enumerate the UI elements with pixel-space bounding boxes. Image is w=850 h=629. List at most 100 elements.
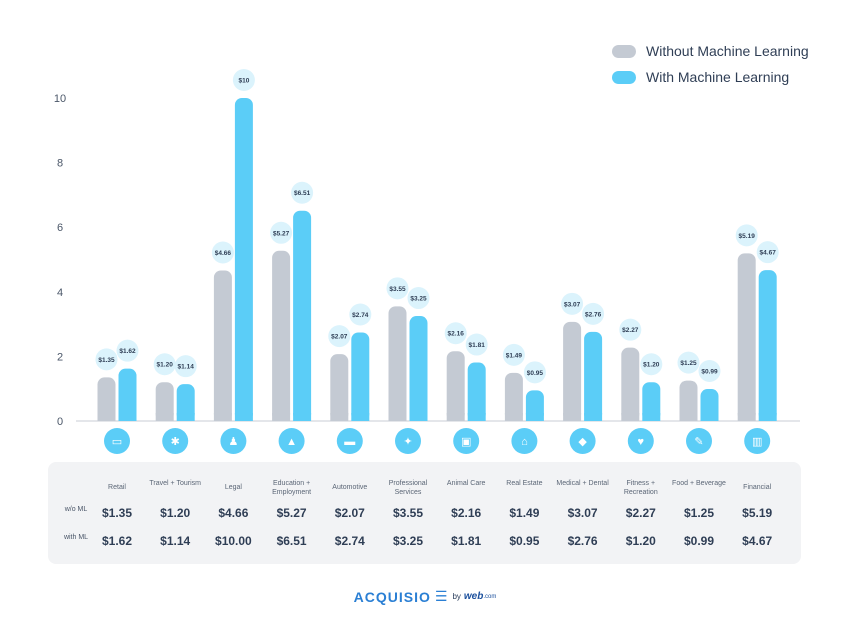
bar-label-with-ml-bubble — [116, 339, 139, 362]
table-category-label: Financial — [743, 484, 772, 491]
bars-group: $1.35 $1.62 $1.20 $1.14 $4.66 $10 $5.27 $6.51 $2… — [95, 69, 779, 421]
partner-domain: .com — [483, 593, 497, 600]
table-value-without-ml: $1.25 — [683, 506, 715, 520]
bar-without-ml — [446, 351, 465, 421]
bar-label-with-ml-bubble — [465, 333, 488, 356]
table-value-without-ml: $5.19 — [742, 506, 773, 520]
legend: Without Machine Learning With Machine Le… — [612, 38, 809, 90]
table-value-without-ml: $2.16 — [451, 506, 482, 520]
utensils-icon-glyph: ✎ — [694, 436, 703, 448]
bar-with-ml-base — [700, 413, 719, 421]
tooth-icon — [569, 428, 596, 454]
bar-label-with-ml: $2.74 — [352, 312, 369, 319]
bar-with-ml-base — [293, 413, 312, 421]
bar-label-without-ml-bubble — [619, 318, 642, 341]
legend-swatch-with — [612, 70, 636, 84]
table-category-label: Fitness + Recreation — [623, 480, 658, 496]
bar-label-without-ml-bubble — [328, 325, 351, 348]
y-tick-label: 6 — [57, 222, 63, 234]
bar-label-with-ml: $1.81 — [469, 342, 486, 349]
heart-icon — [627, 428, 654, 454]
legend-label-without: Without Machine Learning — [646, 43, 809, 59]
table-value-without-ml: $3.55 — [392, 506, 424, 520]
table-value-with-ml: $3.25 — [392, 534, 424, 548]
table-value-with-ml: $2.76 — [567, 534, 598, 548]
table-value-with-ml: $2.74 — [334, 534, 365, 548]
bar-with-ml — [758, 270, 777, 421]
bar-label-without-ml: $2.16 — [448, 331, 465, 338]
bar-with-ml — [118, 368, 137, 421]
bar-with-ml-base — [758, 413, 777, 421]
row-label-without: w/o ML — [64, 506, 88, 513]
wallet-icon — [104, 428, 130, 454]
bar-without-ml — [737, 253, 756, 421]
bar-label-without-ml-bubble — [270, 221, 293, 244]
bar-with-ml-base — [584, 413, 603, 421]
table-value-without-ml: $2.27 — [625, 506, 656, 520]
bar-label-without-ml: $1.35 — [98, 357, 115, 364]
bar-without-ml-base — [388, 413, 407, 421]
bar-with-ml — [234, 98, 253, 421]
table-value-with-ml: $1.20 — [625, 534, 656, 548]
y-tick-label: 2 — [57, 351, 63, 363]
table-category-label: Food + Beverage — [672, 480, 726, 487]
bar-without-ml-base — [504, 413, 523, 421]
house-icon-glyph: ⌂ — [521, 436, 528, 448]
bar-label-without-ml: $3.07 — [564, 301, 581, 308]
bar-with-ml-base — [351, 413, 370, 421]
table-value-without-ml: $4.66 — [218, 506, 249, 520]
bar-label-without-ml: $4.66 — [215, 250, 232, 257]
table-category-label: Education + Employment — [272, 480, 312, 496]
bar-label-with-ml-bubble — [174, 355, 197, 378]
bar-without-ml-base — [679, 413, 698, 421]
footer-logo: ACQUISIO ☰ by web .com — [0, 588, 850, 605]
people-icon-glyph: ♟ — [228, 436, 238, 448]
bar-label-with-ml: $0.99 — [701, 369, 718, 376]
lightbulb-icon — [395, 428, 421, 454]
y-tick-label: 10 — [54, 93, 66, 105]
table-category-label: Legal — [224, 484, 242, 491]
bar-without-ml-base — [213, 413, 232, 421]
house-icon — [511, 428, 538, 454]
bar-without-ml — [272, 250, 291, 421]
bar-label-with-ml-bubble — [349, 303, 372, 326]
bar-label-with-ml: $10 — [238, 78, 249, 85]
legend-item-without: Without Machine Learning — [612, 38, 809, 64]
bar-label-without-ml-bubble — [386, 277, 409, 300]
bar-without-ml-base — [563, 413, 582, 421]
partner-name: web — [463, 591, 484, 602]
y-axis: 0 2 4 6 8 10 — [54, 93, 800, 428]
bar-label-with-ml-bubble — [232, 69, 255, 91]
bar-without-ml-base — [621, 413, 640, 421]
bar-label-with-ml-bubble — [523, 361, 546, 384]
y-tick-label: 4 — [57, 287, 63, 299]
bar-label-with-ml: $3.25 — [410, 296, 427, 303]
bar-label-with-ml: $2.76 — [585, 311, 602, 318]
bar-with-ml-base — [234, 413, 253, 421]
table-value-without-ml: $5.27 — [276, 506, 307, 520]
pet-icon-glyph: ▣ — [461, 436, 471, 448]
table-value-without-ml: $1.20 — [160, 506, 191, 520]
bar-label-without-ml-bubble — [444, 322, 467, 345]
bar-without-ml — [621, 347, 640, 421]
wallet-icon-glyph: ▭ — [112, 436, 122, 448]
bar-label-with-ml-bubble — [582, 302, 605, 325]
bar-without-ml-base — [272, 413, 291, 421]
bar-without-ml-base — [97, 413, 116, 421]
utensils-icon — [686, 428, 712, 454]
table-value-with-ml: $1.81 — [451, 534, 482, 548]
row-label-with: with ML — [63, 534, 89, 541]
y-tick-label: 0 — [57, 416, 63, 428]
bar-label-without-ml: $5.27 — [273, 230, 290, 237]
legend-item-with: With Machine Learning — [612, 64, 809, 90]
bar-label-without-ml-bubble — [95, 348, 118, 371]
table-value-with-ml: $0.99 — [683, 534, 715, 548]
people-icon — [220, 428, 247, 454]
bar-with-ml — [467, 362, 486, 421]
bar-label-without-ml: $5.19 — [739, 233, 756, 240]
data-table: w/o ML with ML Retail $1.35 $1.62 Travel + … — [48, 462, 801, 564]
bar-label-with-ml-bubble — [640, 353, 663, 376]
table-value-without-ml: $3.07 — [567, 506, 598, 520]
table-category-label: Real Estate — [506, 480, 543, 487]
